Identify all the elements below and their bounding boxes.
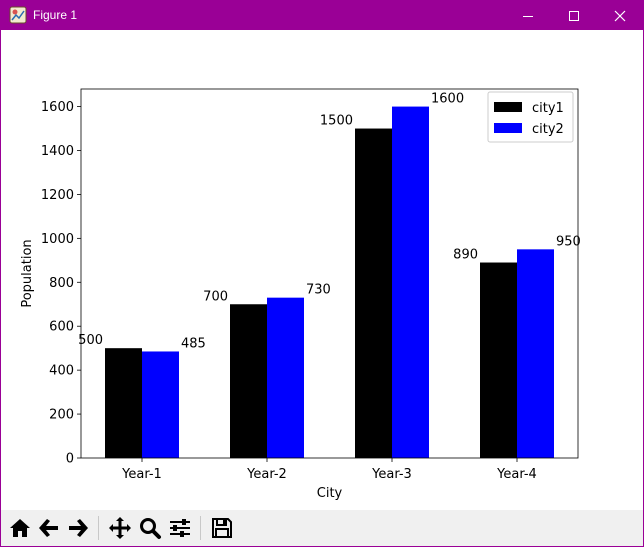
minimize-icon <box>523 15 533 17</box>
y-tick-label: 1200 <box>41 188 74 203</box>
bar-city2-Year-3 <box>392 106 429 459</box>
minimize-button[interactable] <box>505 1 551 30</box>
y-tick-label: 1600 <box>41 100 74 115</box>
toolbar-separator <box>98 516 99 540</box>
legend-swatch-city2 <box>494 123 522 133</box>
y-tick-label: 0 <box>66 452 74 467</box>
bar-city1-Year-1 <box>105 348 142 458</box>
y-tick-label: 600 <box>49 320 74 335</box>
pan-icon <box>109 517 131 539</box>
window-title: Figure 1 <box>33 8 78 22</box>
y-tick-label: 200 <box>49 408 74 423</box>
zoom-button[interactable] <box>136 514 164 542</box>
x-tick-label: Year-2 <box>246 467 287 482</box>
legend-label: city1 <box>532 101 564 116</box>
y-tick-label: 1000 <box>41 232 74 247</box>
data-label: 485 <box>181 336 206 351</box>
title-bar[interactable]: Figure 1 <box>1 1 643 30</box>
y-tick-label: 400 <box>49 364 74 379</box>
axes-frame <box>80 88 579 459</box>
maximize-button[interactable] <box>551 1 597 30</box>
y-tick-label: 1400 <box>41 144 74 159</box>
figure-canvas[interactable]: 500 485 Year-1 700 730 Year-2 1500 1600 Year-3 89… <box>1 30 643 510</box>
bar-city2-Year-1 <box>142 351 179 458</box>
save-icon <box>212 518 232 538</box>
x-axis-label: City <box>317 486 343 501</box>
bar-city1-Year-3 <box>355 128 392 458</box>
forward-arrow-icon <box>69 519 88 537</box>
data-label: 950 <box>556 234 581 249</box>
home-button[interactable] <box>6 514 34 542</box>
data-label: 730 <box>306 283 331 298</box>
toolbar-separator <box>200 516 201 540</box>
data-label: 1500 <box>320 114 353 129</box>
save-button[interactable] <box>208 514 236 542</box>
data-label: 1600 <box>431 92 464 107</box>
x-tick-label: Year-3 <box>371 467 412 482</box>
y-tick-label: 800 <box>49 276 74 291</box>
bar-city1-Year-4 <box>480 262 517 458</box>
configure-subplots-button[interactable] <box>166 514 194 542</box>
zoom-icon <box>140 518 161 539</box>
data-label: 700 <box>203 289 228 304</box>
back-button[interactable] <box>35 514 63 542</box>
home-icon <box>10 519 30 537</box>
bar-city2-Year-4 <box>517 249 554 458</box>
back-arrow-icon <box>39 519 58 537</box>
x-tick-label: Year-4 <box>496 467 537 482</box>
bar-city1-Year-2 <box>230 304 267 458</box>
legend-swatch-city1 <box>494 102 522 112</box>
pan-button[interactable] <box>106 514 134 542</box>
bar-city2-Year-2 <box>267 297 304 458</box>
data-label: 500 <box>78 333 103 348</box>
y-axis-label: Population <box>20 239 35 307</box>
maximize-icon <box>569 10 579 21</box>
forward-button[interactable] <box>64 514 92 542</box>
data-label: 890 <box>453 248 478 263</box>
navigation-toolbar <box>1 510 643 546</box>
matplotlib-figure-icon <box>9 6 27 24</box>
configure-subplots-icon <box>170 519 190 537</box>
close-icon <box>614 10 626 21</box>
legend-label: city2 <box>532 122 564 137</box>
close-button[interactable] <box>597 1 643 30</box>
x-tick-label: Year-1 <box>121 467 162 482</box>
bar-chart: 500 485 Year-1 700 730 Year-2 1500 1600 Year-3 89… <box>20 88 581 501</box>
